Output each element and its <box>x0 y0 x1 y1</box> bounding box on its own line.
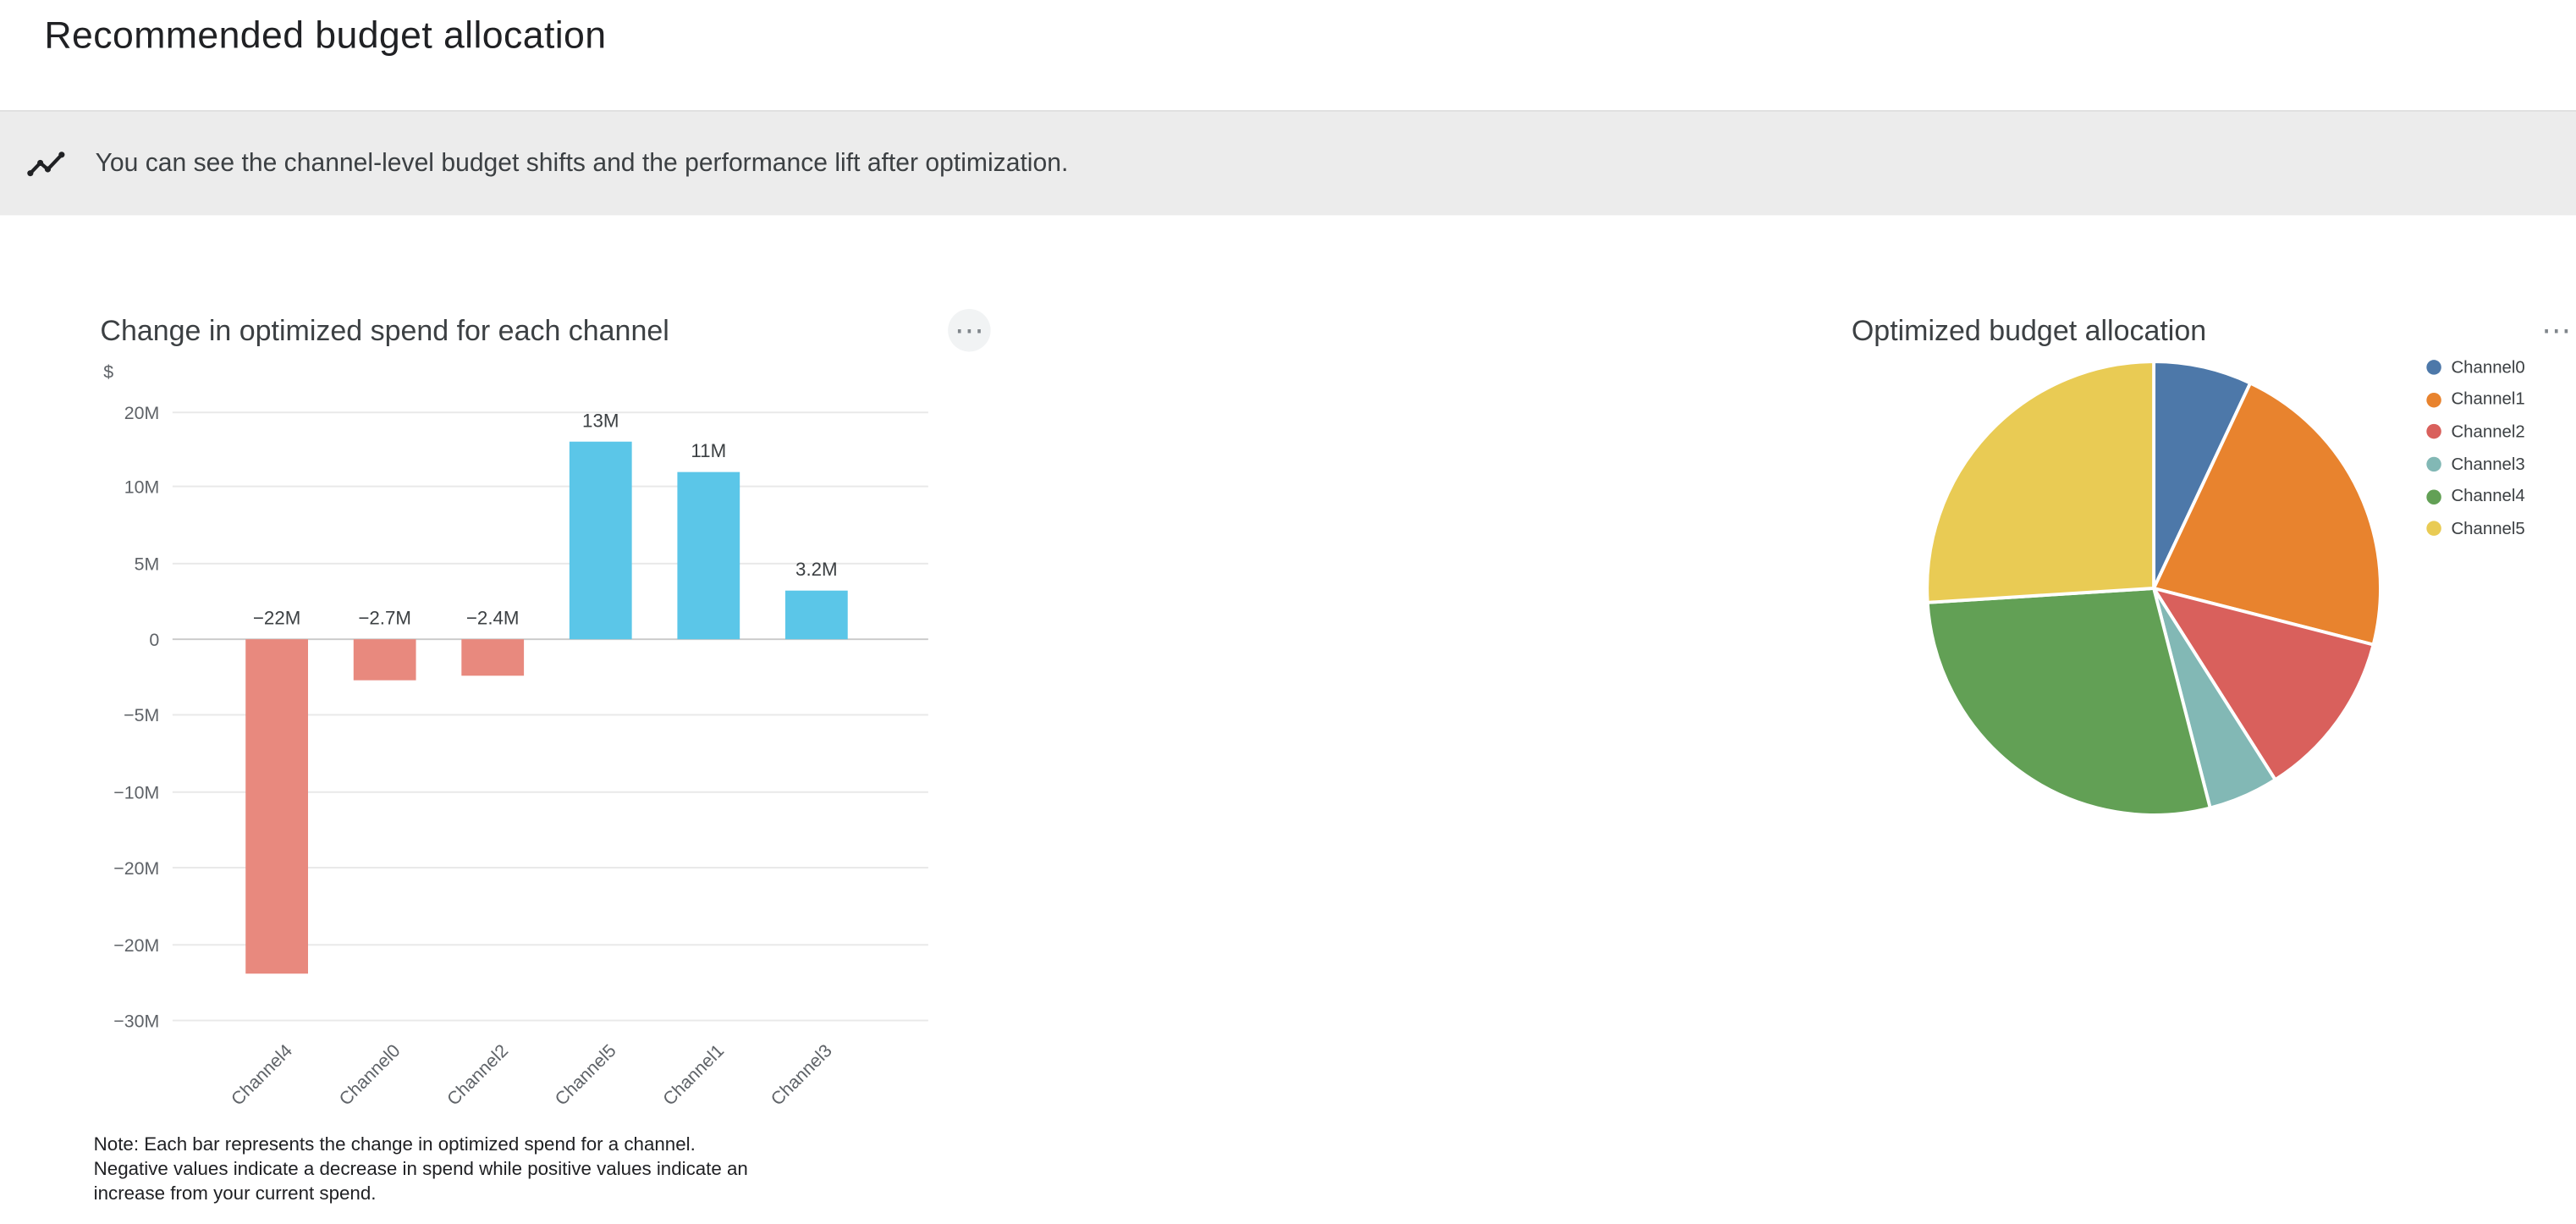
info-banner: You can see the channel-level budget shi… <box>0 110 2576 216</box>
bar-Channel3 <box>784 590 848 640</box>
y-tick-label: −30M <box>113 1011 159 1031</box>
x-category-label: Channel2 <box>443 1040 513 1110</box>
y-tick-label: −10M <box>113 782 159 802</box>
bar-Channel0 <box>353 639 416 681</box>
pie-chart-more-options-icon[interactable]: ⋯ <box>2535 309 2576 351</box>
legend-swatch-icon <box>2426 456 2441 472</box>
x-category-label: Channel3 <box>767 1040 836 1110</box>
bar-chart-more-options-icon[interactable]: ⋯ <box>948 308 991 352</box>
y-tick-label: 0 <box>149 630 159 650</box>
pie-slice-Channel4 <box>1925 587 2212 817</box>
legend-swatch-icon <box>2426 360 2441 376</box>
bar-value-label: 11M <box>691 440 726 461</box>
legend-swatch-icon <box>2426 424 2441 440</box>
legend-item-Channel3: Channel3 <box>2426 449 2525 481</box>
bar-value-label: −2.7M <box>358 608 411 629</box>
legend-swatch-icon <box>2426 521 2441 537</box>
bar-Channel4 <box>245 639 308 974</box>
bar-Channel5 <box>569 441 632 640</box>
pie-slice-Channel2 <box>2152 587 2375 782</box>
pie-chart-legend: Channel0 Channel1 Channel2 Channel3 Channel4… <box>2426 351 2525 545</box>
bar-Channel2 <box>461 639 525 676</box>
banner-text: You can see the channel-level budget shi… <box>95 148 1069 177</box>
y-tick-label: 10M <box>124 477 160 497</box>
legend-label: Channel5 <box>2451 519 2525 539</box>
y-tick-label: 20M <box>124 403 160 423</box>
x-category-label: Channel4 <box>227 1040 296 1110</box>
pie-slice-Channel0 <box>2152 360 2253 590</box>
legend-swatch-icon <box>2426 488 2441 504</box>
pie-slice-Channel1 <box>2152 381 2382 647</box>
bar-chart-title: Change in optimized spend for each chann… <box>100 313 669 347</box>
bar-value-label: 3.2M <box>795 559 838 580</box>
insights-icon <box>25 142 67 185</box>
pie-chart-title: Optimized budget allocation <box>1851 313 2207 347</box>
y-tick-label: −5M <box>124 705 159 725</box>
legend-item-Channel1: Channel1 <box>2426 383 2525 416</box>
x-category-label: Channel0 <box>335 1040 405 1110</box>
bar-value-label: 13M <box>582 410 619 431</box>
legend-item-Channel0: Channel0 <box>2426 351 2525 383</box>
x-category-label: Channel5 <box>551 1040 620 1110</box>
legend-swatch-icon <box>2426 392 2441 408</box>
y-tick-label: −20M <box>113 858 159 879</box>
legend-label: Channel2 <box>2451 422 2525 443</box>
legend-label: Channel4 <box>2451 486 2525 507</box>
pie-slice-Channel5 <box>1925 360 2156 604</box>
legend-item-Channel5: Channel5 <box>2426 513 2525 545</box>
x-category-label: Channel1 <box>659 1040 729 1110</box>
y-axis-unit-label: $ <box>103 362 113 383</box>
legend-label: Channel1 <box>2451 389 2525 411</box>
bar-Channel1 <box>677 471 740 640</box>
pie-chart <box>1925 360 2382 817</box>
bar-chart-note: Note: Each bar represents the change in … <box>93 1135 748 1205</box>
bar-value-label: −22M <box>253 608 300 629</box>
legend-item-Channel2: Channel2 <box>2426 416 2525 449</box>
legend-item-Channel4: Channel4 <box>2426 481 2525 513</box>
legend-label: Channel3 <box>2451 454 2525 475</box>
page-title: Recommended budget allocation <box>44 13 607 57</box>
y-tick-label: −20M <box>113 935 159 956</box>
bar-value-label: −2.4M <box>466 608 520 629</box>
y-tick-label: 5M <box>135 554 160 575</box>
legend-label: Channel0 <box>2451 357 2525 378</box>
bar-chart: 20M 10M 5M 0 −5M −10M −20M −20M −30M $ −22M Channel… <box>103 362 928 1110</box>
